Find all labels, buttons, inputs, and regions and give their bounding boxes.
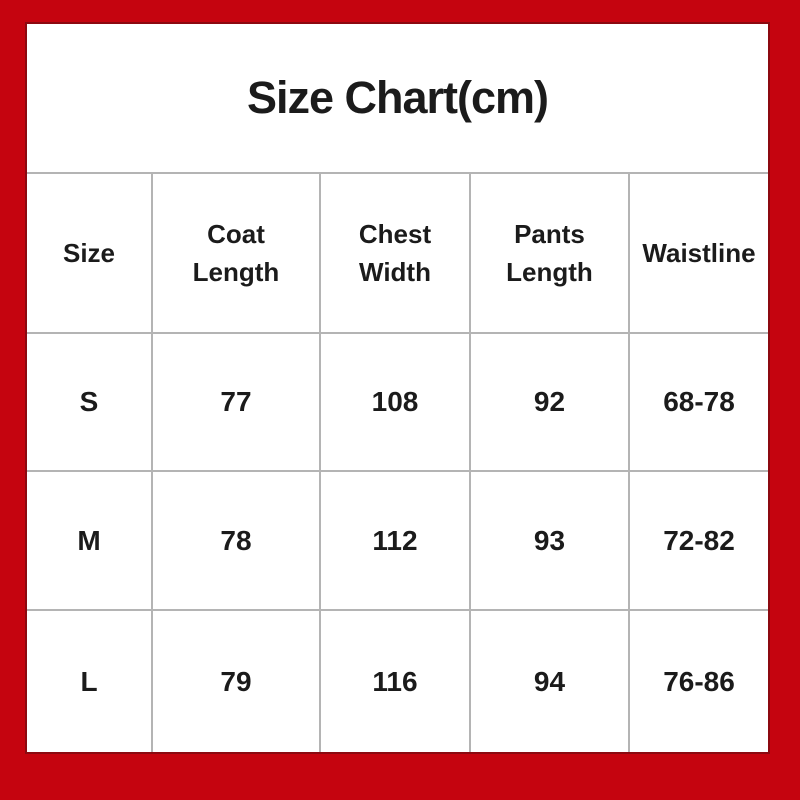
cell-coat-length: 79 — [151, 610, 320, 753]
cell-pants-length: 92 — [469, 333, 629, 472]
size-chart-sheet: Size Chart(cm) Size Coat Length Chest Wi… — [25, 22, 770, 754]
page-title: Size Chart(cm) — [246, 72, 549, 123]
table-row-l: L 79 116 94 76-86 — [27, 610, 768, 753]
column-header-pants-length: Pants Length — [469, 172, 629, 334]
column-header-chest-width: Chest Width — [319, 172, 470, 334]
table-row-s: S 77 108 92 68-78 — [27, 333, 768, 472]
cell-chest-width: 108 — [319, 333, 470, 472]
cell-coat-length: 78 — [151, 471, 320, 611]
table-row-m: M 78 112 93 72-82 — [27, 471, 768, 611]
cell-waistline: 68-78 — [628, 333, 768, 472]
column-header-waistline: Waistline — [628, 172, 768, 334]
cell-chest-width: 112 — [319, 471, 470, 611]
column-header-size: Size — [27, 172, 152, 334]
header-row: Size Coat Length Chest Width Pants Lengt… — [27, 172, 768, 334]
cell-chest-width: 116 — [319, 610, 470, 753]
size-table: Size Coat Length Chest Width Pants Lengt… — [27, 172, 768, 753]
cell-waistline: 76-86 — [628, 610, 768, 753]
cell-size-label: S — [27, 333, 152, 472]
column-header-coat-length: Coat Length — [151, 172, 320, 334]
cell-coat-length: 77 — [151, 333, 320, 472]
cell-size-label: L — [80, 666, 98, 697]
cell-waistline: 72-82 — [628, 471, 768, 611]
title-area: Size Chart(cm) — [27, 24, 768, 172]
cell-size-label: M — [27, 471, 152, 611]
cell-pants-length: 94 — [469, 610, 629, 753]
cell-pants-length: 93 — [469, 471, 629, 611]
